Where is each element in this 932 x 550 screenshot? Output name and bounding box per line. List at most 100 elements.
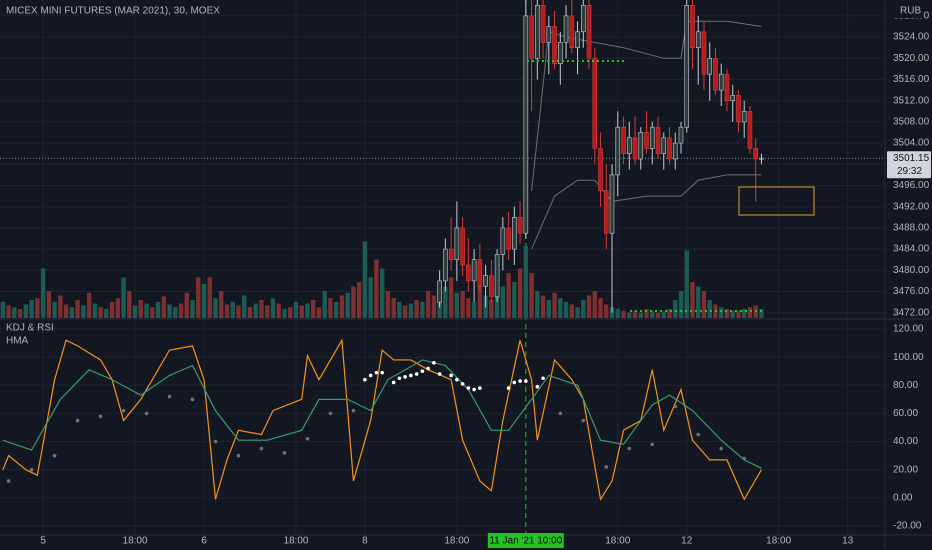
volume-bar xyxy=(138,300,143,318)
y-tick-label: 0.00 xyxy=(893,492,913,503)
candle-body xyxy=(483,275,488,287)
volume-bar xyxy=(517,268,523,318)
candle-body xyxy=(569,15,575,48)
volume-bar xyxy=(316,307,322,318)
crosshair-label: 11 Jan '21 10:00 xyxy=(489,536,562,547)
candle-body xyxy=(529,15,534,59)
candle-body xyxy=(598,148,603,192)
volume-bar xyxy=(632,310,638,318)
volume-bar xyxy=(420,301,425,318)
y-tick-label: -20.00 xyxy=(893,521,922,532)
indicator-dot xyxy=(673,404,678,409)
volume-bar xyxy=(322,291,327,318)
volume-bar xyxy=(385,291,391,318)
volume-bar xyxy=(391,298,396,318)
indicator-dot xyxy=(460,382,465,386)
volume-bar xyxy=(173,307,178,318)
indicator-dot xyxy=(604,465,609,469)
indicator-dot xyxy=(213,439,218,444)
indicator-dot xyxy=(472,387,476,392)
volume-bar xyxy=(759,309,764,318)
volume-bar xyxy=(63,304,69,318)
volume-bar xyxy=(270,298,276,318)
indicator-dot xyxy=(236,453,241,458)
candle-body xyxy=(615,126,621,176)
volume-bar xyxy=(678,291,684,318)
volume-bar xyxy=(213,298,218,318)
candle-body xyxy=(718,73,724,91)
indicator-dot xyxy=(363,377,367,382)
indicator-dot xyxy=(414,372,419,376)
indicator-title: KDJ & RSI xyxy=(6,323,54,334)
price-pane xyxy=(0,0,764,318)
volume-bar xyxy=(466,298,471,318)
currency-box xyxy=(893,4,923,18)
volume-bar xyxy=(730,310,735,318)
x-tick-label: 12 xyxy=(681,536,693,547)
candle-body xyxy=(678,126,684,144)
indicator-dot xyxy=(328,411,333,416)
volume-bar xyxy=(724,309,730,318)
indicator-line xyxy=(2,359,762,469)
volume-bar xyxy=(650,310,655,318)
indicator-dot xyxy=(518,379,522,383)
volume-bar xyxy=(12,307,17,318)
volume-bar xyxy=(742,309,747,318)
chart-title: MICEX MINI FUTURES (MAR 2021), 30, MOEX xyxy=(6,6,220,17)
y-tick-label: 3512.00 xyxy=(893,95,930,106)
indicator-dot xyxy=(409,373,413,378)
volume-bar xyxy=(104,309,109,318)
volume-bar xyxy=(563,301,569,318)
y-tick-label: 60.00 xyxy=(893,408,918,419)
volume-bar xyxy=(236,305,241,318)
volume-bar xyxy=(345,292,350,318)
volume-bar xyxy=(408,303,414,318)
volume-bar xyxy=(460,291,465,318)
y-tick-label: 40.00 xyxy=(893,436,918,447)
candle-body xyxy=(690,5,695,49)
candle-body xyxy=(454,227,460,260)
volume-bar xyxy=(529,273,534,318)
volume-bar xyxy=(598,298,603,318)
volume-bar xyxy=(282,309,287,318)
y-tick-label: 3484.00 xyxy=(893,244,930,255)
volume-bar xyxy=(523,246,529,318)
candle-body xyxy=(500,227,506,255)
volume-bar xyxy=(52,301,57,318)
volume-bar xyxy=(0,301,6,318)
indicator-dot xyxy=(397,376,402,381)
volume-bar xyxy=(155,301,161,318)
volume-bar xyxy=(167,304,172,318)
volume-bar xyxy=(127,291,132,318)
volume-bar xyxy=(425,291,431,318)
indicator-dot xyxy=(535,384,540,389)
volume-bar xyxy=(150,307,155,318)
volume-bar xyxy=(747,307,753,318)
indicator-dot xyxy=(466,386,471,390)
volume-bar xyxy=(75,300,80,318)
indicator-dot xyxy=(420,369,425,374)
candle-body xyxy=(695,31,701,48)
x-tick-label: 18:00 xyxy=(605,536,630,547)
volume-bar xyxy=(196,277,201,318)
y-tick-label: 3508.00 xyxy=(893,117,930,128)
volume-bar xyxy=(448,277,454,318)
volume-bar xyxy=(477,282,483,318)
volume-bar xyxy=(397,301,402,318)
y-tick-label: 3504.00 xyxy=(893,138,930,149)
candle-body xyxy=(638,132,644,160)
candle-body xyxy=(471,259,477,282)
candle-body xyxy=(540,5,546,43)
candle-body xyxy=(448,248,454,261)
volume-bar xyxy=(328,298,333,318)
y-tick-label: 120.00 xyxy=(893,324,924,335)
volume-bar xyxy=(81,305,86,318)
volume-bar xyxy=(190,300,195,318)
y-tick-label: 3520.00 xyxy=(893,53,930,64)
volume-bar xyxy=(661,311,666,318)
volume-bar xyxy=(489,300,494,318)
indicator-dot xyxy=(305,436,310,441)
indicator-dot xyxy=(449,373,453,378)
volume-bar xyxy=(58,295,63,318)
